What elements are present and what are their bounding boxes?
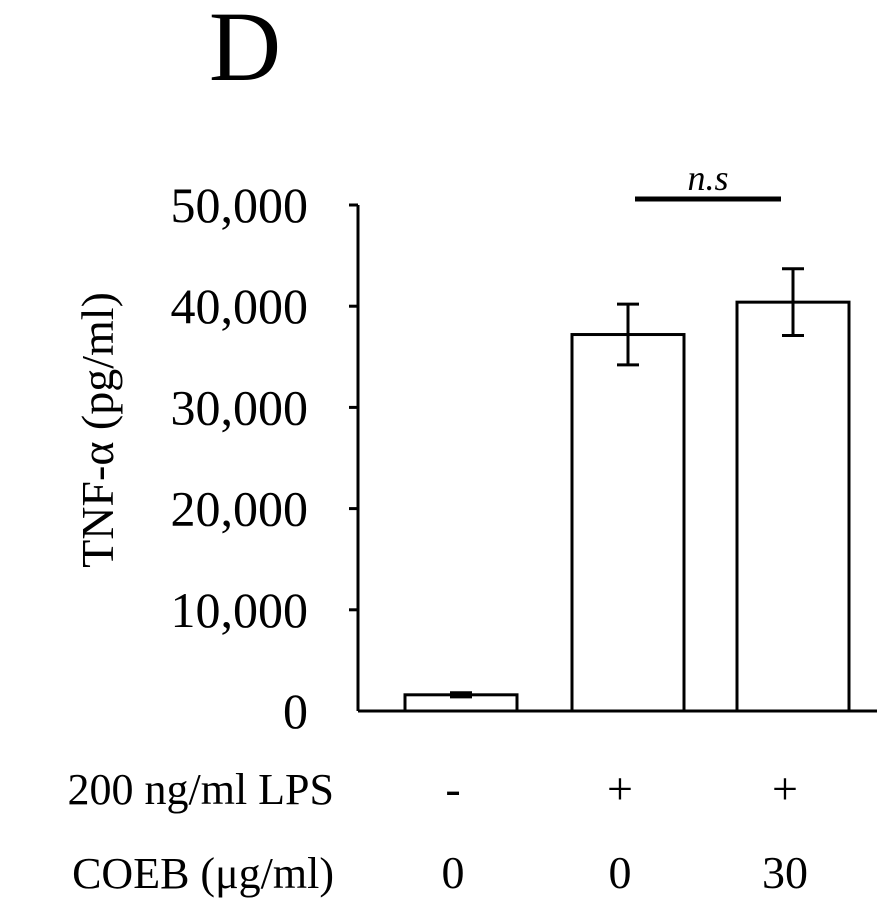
y-tick-label: 20,000 — [171, 481, 309, 537]
condition-value: 30 — [762, 847, 808, 898]
condition-row-label: COEB (μg/ml) — [72, 849, 334, 898]
condition-value: 0 — [442, 847, 465, 898]
y-axis: 0 10,000 20,000 30,000 40,000 50,000 — [171, 177, 877, 739]
y-tick-label: 40,000 — [171, 278, 309, 334]
y-tick-label: 30,000 — [171, 379, 309, 435]
y-tick-label: 10,000 — [171, 582, 309, 638]
condition-value: 0 — [609, 847, 632, 898]
condition-value: + — [772, 763, 798, 814]
condition-table: 200 ng/ml LPS - + + COEB (μg/ml) 0 0 30 — [68, 763, 809, 898]
y-tick-label: 50,000 — [171, 177, 309, 233]
condition-row-label: 200 ng/ml LPS — [68, 765, 335, 814]
panel-label: D — [209, 0, 281, 102]
bar — [570, 333, 686, 713]
bars-layer — [403, 300, 851, 713]
bar — [735, 300, 851, 713]
y-tick-label: 0 — [283, 683, 308, 739]
condition-value: - — [445, 763, 460, 814]
error-bars-layer — [450, 267, 804, 699]
significance-layer: n.s — [635, 158, 781, 202]
significance-label: n.s — [687, 158, 728, 198]
y-axis-label: TNF-α (pg/ml) — [72, 292, 123, 568]
condition-value: + — [607, 763, 633, 814]
